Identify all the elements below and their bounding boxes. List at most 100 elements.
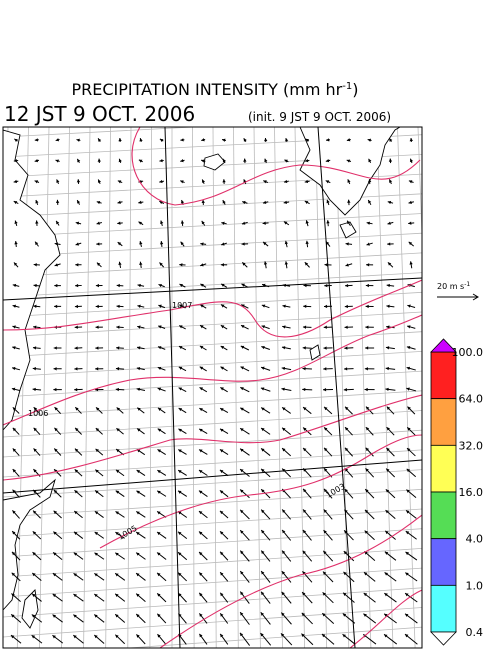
arrow-head bbox=[240, 428, 244, 432]
wind-arrow bbox=[365, 426, 374, 436]
arrow-head bbox=[344, 325, 348, 329]
wind-arrow bbox=[54, 283, 61, 288]
wind-arrow bbox=[404, 572, 418, 582]
arrow-head bbox=[323, 387, 327, 392]
wind-arrow bbox=[75, 263, 82, 267]
arrow-head bbox=[115, 511, 120, 515]
isobar-label: 1007 bbox=[172, 301, 192, 310]
wind-arrow bbox=[301, 612, 313, 625]
arrow-head bbox=[282, 529, 286, 534]
arrow-head bbox=[95, 304, 99, 309]
arrow-head bbox=[95, 367, 99, 371]
arrow-head bbox=[281, 346, 286, 350]
arrow-head bbox=[74, 490, 78, 494]
arrow-head bbox=[406, 489, 410, 493]
arrow-head bbox=[283, 221, 288, 225]
arrow-head bbox=[136, 490, 140, 494]
arrow-head bbox=[32, 531, 37, 535]
grid-line bbox=[3, 429, 422, 458]
arrow-head bbox=[56, 179, 60, 183]
arrow-head bbox=[178, 387, 183, 391]
wind-arrow bbox=[33, 325, 41, 329]
wind-arrow bbox=[219, 469, 229, 477]
wind-arrow bbox=[240, 407, 250, 414]
wind-arrow bbox=[260, 366, 271, 371]
arrow-head bbox=[31, 614, 36, 618]
grid-line bbox=[3, 370, 422, 398]
wind-arrow bbox=[323, 447, 333, 457]
grid-line bbox=[335, 127, 350, 648]
wind-arrow bbox=[387, 242, 394, 246]
arrow-head bbox=[137, 304, 141, 308]
arrow-head bbox=[95, 448, 99, 453]
arrow-head bbox=[221, 242, 225, 246]
arrow-head bbox=[75, 242, 80, 246]
arrow-head bbox=[346, 159, 351, 163]
wind-arrow bbox=[177, 551, 188, 561]
wind-arrow bbox=[198, 531, 208, 540]
arrow-head bbox=[365, 447, 370, 452]
arrow-head bbox=[386, 427, 390, 431]
arrow-head bbox=[157, 490, 161, 494]
wind-arrow bbox=[12, 346, 20, 350]
arrow-head bbox=[54, 283, 58, 288]
wind-arrow bbox=[198, 572, 208, 582]
arrow-head bbox=[179, 304, 183, 308]
arrow-head bbox=[347, 199, 351, 203]
wind-arrow bbox=[344, 488, 354, 499]
arrow-head bbox=[159, 241, 164, 245]
wind-arrow bbox=[260, 387, 271, 392]
wind-arrow bbox=[363, 551, 376, 561]
arrow-head bbox=[115, 634, 119, 639]
arrow-head bbox=[33, 407, 38, 411]
wind-arrow bbox=[74, 427, 83, 435]
arrow-head bbox=[261, 366, 265, 370]
arrow-head bbox=[282, 448, 286, 452]
arrow-head bbox=[282, 325, 286, 329]
arrow-head bbox=[199, 531, 203, 535]
wind-arrow bbox=[386, 447, 395, 457]
wind-arrow bbox=[283, 200, 290, 205]
arrow-head bbox=[385, 510, 389, 514]
arrow-head bbox=[260, 612, 265, 616]
wind-arrow bbox=[264, 137, 268, 143]
wind-arrow bbox=[281, 346, 291, 350]
wind-arrow bbox=[199, 324, 207, 330]
isobar bbox=[159, 514, 422, 648]
wind-arrow bbox=[53, 448, 62, 456]
wind-arrow bbox=[343, 388, 354, 392]
wind-arrow bbox=[283, 221, 290, 226]
wind-arrow bbox=[116, 325, 124, 329]
wind-arrow bbox=[32, 551, 42, 561]
wind-arrow bbox=[346, 138, 351, 142]
wind-arrow bbox=[201, 179, 206, 184]
wind-arrow bbox=[302, 387, 313, 392]
wind-arrow bbox=[116, 407, 124, 414]
arrow-head bbox=[118, 158, 122, 163]
wind-arrow bbox=[74, 387, 83, 392]
arrow-head bbox=[157, 552, 161, 556]
wind-arrow bbox=[280, 632, 293, 646]
arrow-head bbox=[138, 200, 142, 204]
arrow-head bbox=[409, 138, 413, 142]
arrow-head bbox=[346, 138, 351, 142]
arrow-head bbox=[178, 531, 182, 535]
arrow-head bbox=[347, 220, 351, 225]
wind-arrow bbox=[263, 180, 269, 184]
wind-arrow bbox=[323, 509, 333, 520]
arrow-head bbox=[33, 325, 37, 329]
grid-line bbox=[3, 469, 422, 498]
arrow-head bbox=[136, 387, 140, 391]
wind-arrow bbox=[302, 509, 312, 520]
wind-arrow bbox=[281, 406, 291, 414]
arrow-head bbox=[53, 510, 58, 515]
wind-arrow bbox=[408, 180, 414, 184]
wind-arrow bbox=[199, 304, 207, 309]
colorbar-segment bbox=[430, 538, 457, 586]
wind-arrow bbox=[383, 633, 398, 645]
wind-arrow bbox=[94, 552, 105, 560]
colorbar-label: 32.0 bbox=[459, 439, 484, 452]
arrow-head bbox=[220, 325, 225, 329]
arrow-head bbox=[220, 304, 225, 308]
arrow-head bbox=[159, 158, 163, 163]
